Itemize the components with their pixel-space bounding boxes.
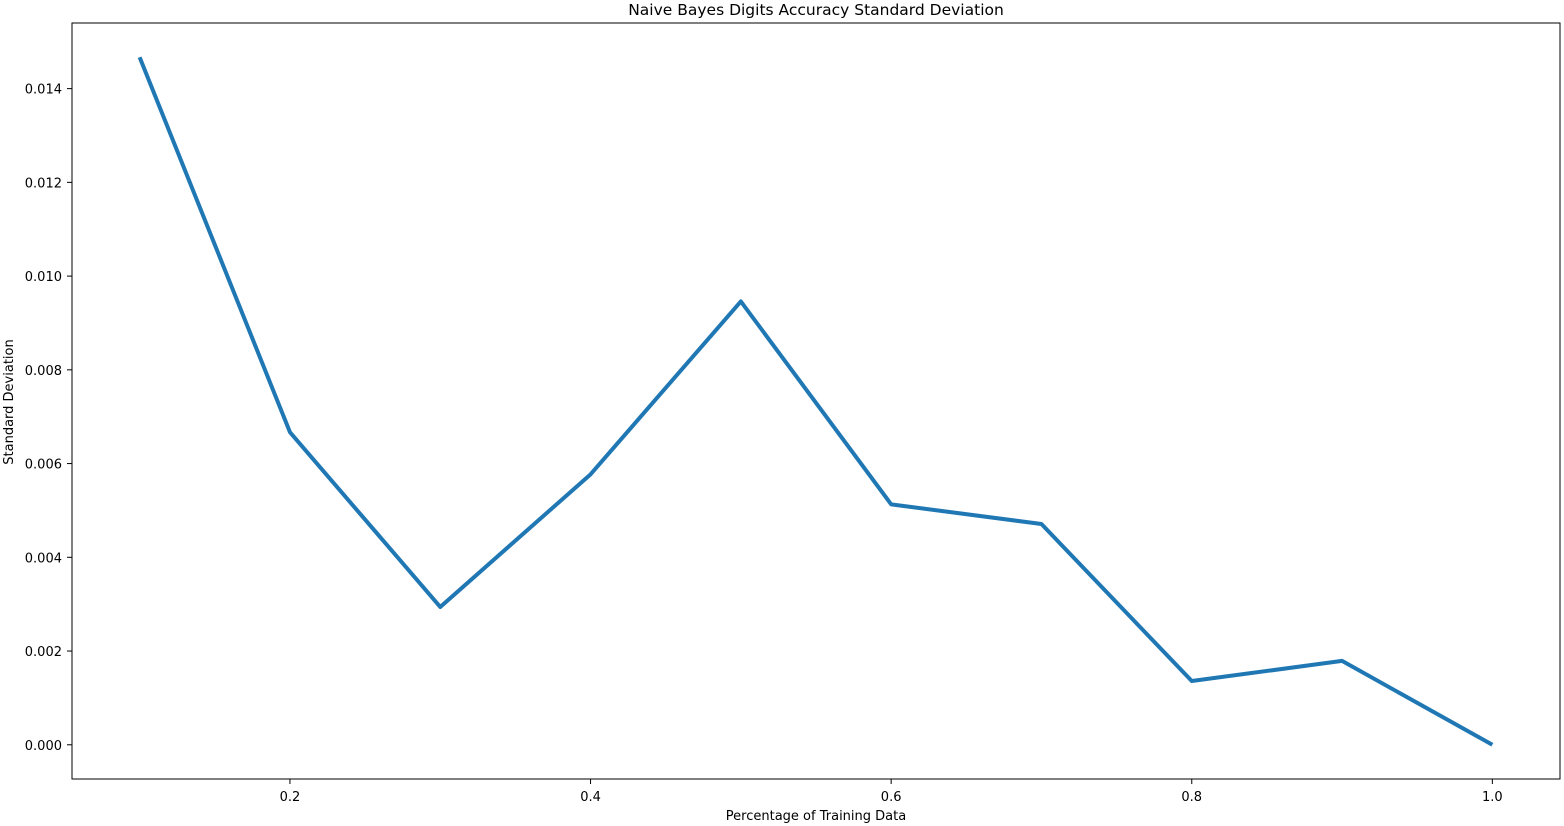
y-axis-title: Standard Deviation <box>2 339 17 464</box>
series-line-1 <box>137 56 1494 747</box>
y-tick-label: 0.000 <box>25 739 62 754</box>
y-tick-label: 0.004 <box>25 551 62 566</box>
chart-title: Naive Bayes Digits Accuracy Standard Dev… <box>628 1 1004 19</box>
y-tick-label: 0.012 <box>25 176 62 191</box>
y-tick-label: 0.010 <box>25 270 62 285</box>
y-axis: 0.000 0.002 0.004 0.006 0.008 0.010 0.012 0.014 <box>25 83 72 754</box>
x-axis-title: Percentage of Training Data <box>726 809 906 824</box>
x-tick-label: 0.6 <box>881 790 902 805</box>
x-tick-label: 0.8 <box>1181 790 1202 805</box>
x-axis: 0.2 0.4 0.6 0.8 1.0 <box>280 779 1503 805</box>
x-tick-label: 1.0 <box>1482 790 1503 805</box>
x-tick-label: 0.4 <box>580 790 601 805</box>
y-tick-label: 0.002 <box>25 645 62 660</box>
y-tick-label: 0.008 <box>25 364 62 379</box>
y-tick-label: 0.014 <box>25 83 62 98</box>
x-tick-label: 0.2 <box>280 790 301 805</box>
y-tick-label: 0.006 <box>25 458 62 473</box>
plot-area <box>71 22 1561 780</box>
plot-frame <box>71 22 1561 780</box>
